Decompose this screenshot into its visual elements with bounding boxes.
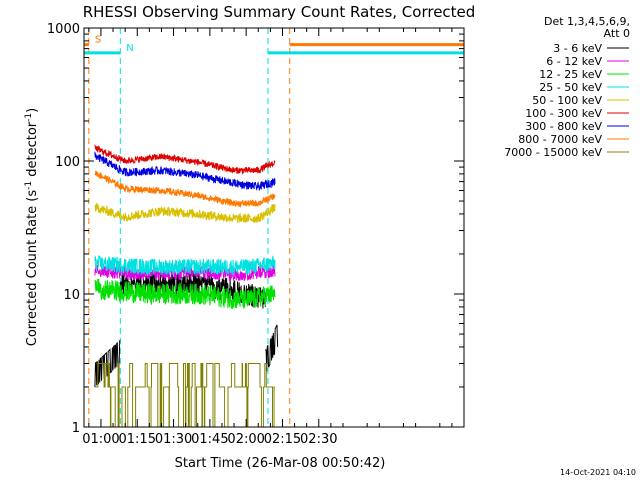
legend-entry-5-label: 50 - 100 keV — [532, 94, 602, 107]
y-tick-label-3: 100 — [55, 155, 80, 170]
plot-layer: SN — [84, 28, 464, 428]
legend-entry-3-label: 12 - 25 keV — [539, 68, 602, 81]
footer-date: 14-Oct-2021 04:10 — [560, 468, 636, 477]
y-axis-label-sup2: -1 — [24, 113, 34, 122]
x-tick-label-6: 02:15 — [264, 432, 301, 447]
x-tick-label-3: 01:30 — [155, 432, 192, 447]
axis-layer: 1 10 100 1000 01:0001:1501:3001:4502:0002:15… — [47, 22, 464, 447]
x-tick-label-1: 01:00 — [82, 432, 119, 447]
legend-header-line2: Att 0 — [604, 27, 630, 40]
x-tick-label-7: 02:30 — [300, 432, 337, 447]
series-3-line — [94, 278, 276, 309]
series-1-tail-line — [265, 324, 279, 372]
series-9-low-line — [94, 363, 275, 428]
y-axis-label-mid: detector — [25, 121, 40, 181]
x-axis-label: Start Time (26-Mar-08 00:50:42) — [175, 456, 386, 471]
legend-entry-8-label: 800 - 7000 keV — [518, 133, 602, 146]
plot-frame — [83, 27, 465, 428]
legend-header-line1: Det 1,3,4,5,6,9, — [544, 15, 630, 28]
y-tick-label-2: 10 — [63, 288, 80, 303]
y-axis-label: Corrected Count Rate (s-1 detector-1) — [24, 108, 40, 346]
legend-entry-6-label: 100 - 300 keV — [525, 107, 602, 120]
series-8-line — [94, 170, 276, 208]
x-tick-label-2: 01:15 — [119, 432, 156, 447]
series-4-line — [94, 255, 276, 276]
x-tick-label-4: 01:45 — [191, 432, 228, 447]
series-2-trace — [94, 264, 276, 281]
y-tick-label-1: 1 — [72, 421, 80, 436]
series-6-trace — [94, 144, 276, 175]
legend-entry-2-label: 6 - 12 keV — [546, 55, 602, 68]
y-axis-label-end: ) — [25, 108, 40, 113]
legend-entry-9-label: 7000 - 15000 keV — [504, 146, 602, 159]
series-4-trace — [94, 255, 276, 276]
series-2-line — [94, 264, 276, 281]
marker-n-label: N — [126, 43, 133, 54]
series-7-trace — [94, 151, 276, 192]
series-9-trace — [94, 363, 275, 428]
y-axis-label-sup1: -1 — [24, 181, 34, 190]
legend-entry-1-label: 3 - 6 keV — [553, 42, 602, 55]
series-6-line — [94, 144, 276, 175]
y-tick-label-4: 1000 — [47, 22, 80, 37]
series-3-trace — [94, 278, 276, 309]
series-5-trace — [94, 203, 276, 223]
legend-entry-7-label: 300 - 800 keV — [525, 120, 602, 133]
series-5-line — [94, 203, 276, 223]
legend-entry-4-label: 25 - 50 keV — [539, 81, 602, 94]
marker-s: S — [84, 28, 464, 427]
x-tick-label-5: 02:00 — [227, 432, 264, 447]
series-7-line — [94, 151, 276, 192]
chart-title: RHESSI Observing Summary Count Rates, Co… — [83, 3, 476, 21]
series-8-trace — [94, 170, 276, 208]
y-axis-label-main: Corrected Count Rate (s — [25, 190, 40, 347]
marker-n: N — [84, 28, 464, 427]
marker-s-label: S — [95, 35, 101, 46]
